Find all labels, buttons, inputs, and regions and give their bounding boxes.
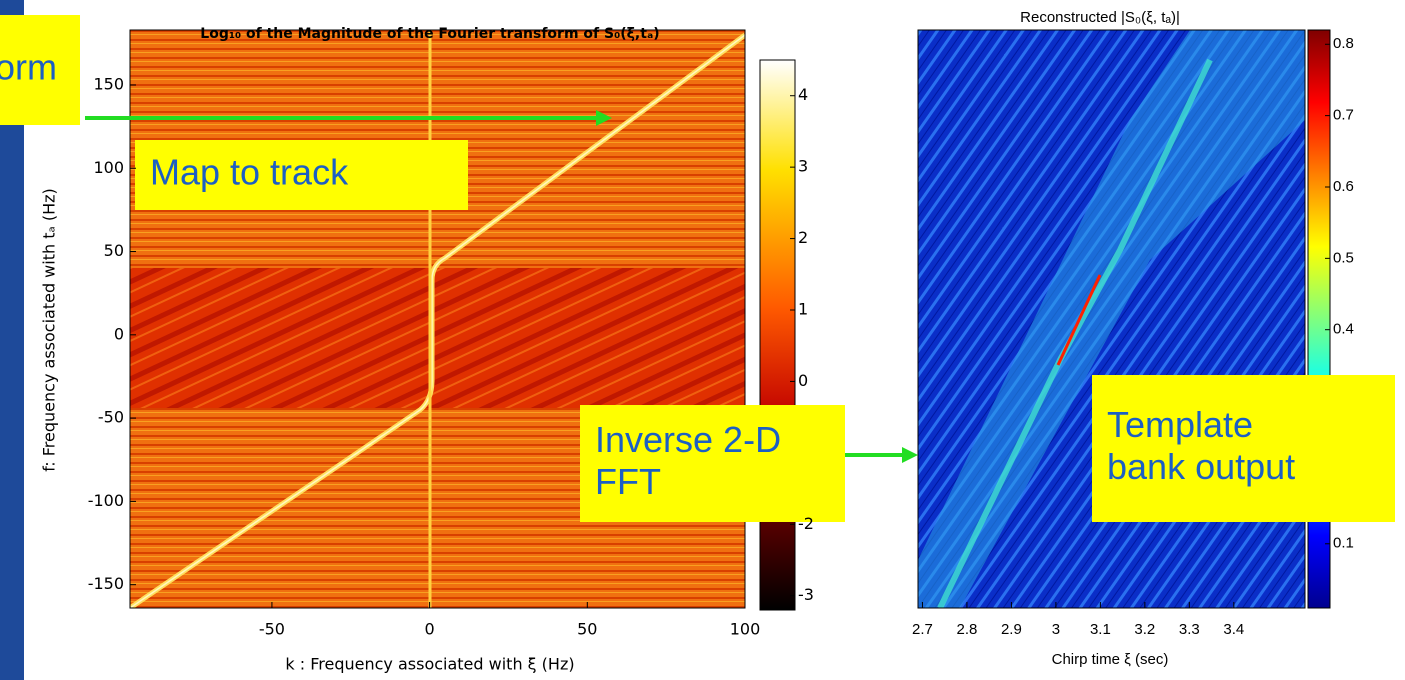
callout-box xyxy=(1092,375,1395,522)
colorbar-tick-label: 0.5 xyxy=(1333,249,1354,266)
colorbar-tick-label: 0.6 xyxy=(1333,178,1354,195)
x-tick-label: 2.9 xyxy=(1001,621,1022,638)
callout-text: orm xyxy=(0,47,57,88)
chart-title: Log₁₀ of the Magnitude of the Fourier tr… xyxy=(200,26,659,42)
x-tick-label: 2.8 xyxy=(957,621,978,638)
axes-frame xyxy=(129,29,746,609)
x-tick-label: 3.4 xyxy=(1223,621,1244,638)
y-axis-label: f: Frequency associated with tₐ (Hz) xyxy=(40,188,59,472)
colorbar-tick-label: 0.1 xyxy=(1333,535,1354,552)
callout-text: FFT xyxy=(595,461,661,502)
colorbar xyxy=(759,59,796,611)
colorbar-tick-label: 4 xyxy=(798,85,808,104)
chart-title: Reconstructed |S₀(ξ, tₐ)| xyxy=(1020,9,1180,26)
x-tick-label: 3.2 xyxy=(1134,621,1155,638)
axes-frame xyxy=(917,29,1306,609)
colorbar-tick-label: 0 xyxy=(798,371,808,390)
arrowhead xyxy=(596,110,612,126)
x-tick-label: 3.1 xyxy=(1090,621,1111,638)
x-tick-label: 3 xyxy=(1052,621,1060,638)
x-tick-label: 0 xyxy=(425,620,435,639)
x-tick-label: 3.3 xyxy=(1179,621,1200,638)
colorbar-tick-label: 0.7 xyxy=(1333,107,1354,124)
colorbar-tick-label: 0.4 xyxy=(1333,321,1354,338)
callout-box xyxy=(580,405,845,522)
y-tick-label: -50 xyxy=(98,408,124,427)
x-axis-label: Chirp time ξ (sec) xyxy=(1052,651,1169,668)
x-tick-label: 2.7 xyxy=(912,621,933,638)
callout-text: Map to track xyxy=(150,152,349,193)
y-tick-label: 100 xyxy=(93,158,124,177)
y-tick-label: 50 xyxy=(104,241,124,260)
y-tick-label: -150 xyxy=(88,574,124,593)
callout-text: Inverse 2-D xyxy=(595,419,781,460)
y-tick-label: 0 xyxy=(114,324,124,343)
colorbar-tick-label: -3 xyxy=(798,585,814,604)
y-tick-label: 150 xyxy=(93,74,124,93)
x-tick-label: 50 xyxy=(577,620,597,639)
x-tick-label: -50 xyxy=(259,620,285,639)
colorbar-tick-label: 2 xyxy=(798,228,808,247)
colorbar-tick-label: 3 xyxy=(798,157,808,176)
colorbar-tick-label: 1 xyxy=(798,300,808,319)
x-axis-label: k : Frequency associated with ξ (Hz) xyxy=(285,655,574,674)
colorbar-tick-label: 0.8 xyxy=(1333,35,1354,52)
callout-text: Template xyxy=(1107,404,1253,445)
callout-box xyxy=(135,140,468,210)
callout-text: bank output xyxy=(1107,446,1295,487)
arrowhead xyxy=(902,447,918,463)
y-tick-label: -100 xyxy=(88,491,124,510)
x-tick-label: 100 xyxy=(730,620,761,639)
colorbar-tick-label: -2 xyxy=(798,514,814,533)
callout-box xyxy=(0,15,80,125)
